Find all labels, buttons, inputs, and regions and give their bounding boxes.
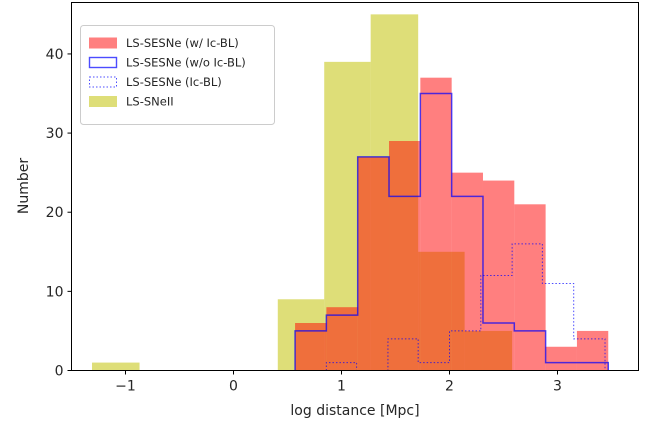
- legend-swatch: [89, 96, 117, 107]
- bar-ls-sesne-w-ic-bl-1: [326, 307, 358, 371]
- bar-ls-sesne-w-ic-bl-5: [451, 172, 483, 371]
- bar-ls-sesne-w-ic-bl-3: [389, 140, 421, 371]
- step-line-ls-sesne-w-o-ic-bl: [294, 92, 610, 371]
- legend-label: LS-SESNe (w/o Ic-BL): [126, 56, 246, 70]
- bar-ls-sesne-w-ic-bl-8: [545, 346, 577, 371]
- x-axis-label: log distance [Mpc]: [290, 403, 419, 419]
- bar-ls-sesne-w-ic-bl-7: [514, 204, 546, 371]
- plot-frame: [71, 2, 639, 371]
- legend-swatch: [89, 76, 117, 88]
- bar-ls-sesne-w-ic-bl-4: [420, 77, 452, 371]
- x-tick-label: 1: [337, 379, 346, 395]
- legend-label: LS-SESNe (Ic-BL): [126, 75, 222, 89]
- x-tick-label: −1: [115, 379, 136, 395]
- x-tick-label: 0: [229, 379, 238, 395]
- legend-entry: LS-SNeII: [89, 95, 174, 109]
- y-axis-label: Number: [16, 158, 32, 214]
- legend-swatch: [88, 56, 118, 69]
- step-line-ls-sesne-ic-bl: [325, 243, 606, 371]
- legend-entry: LS-SESNe (Ic-BL): [89, 75, 222, 89]
- legend: LS-SESNe (w/ Ic-BL) LS-SESNe (w/o Ic-BL) L…: [80, 25, 275, 125]
- legend-label: LS-SNeII: [126, 95, 174, 109]
- bars-layer: [92, 14, 609, 371]
- bar-ls-sesne-w-ic-bl-2: [357, 156, 390, 371]
- x-tick-label: 3: [553, 379, 562, 395]
- bar-ls-sneii-0: [92, 362, 140, 371]
- y-tick-label: 10: [46, 284, 64, 300]
- y-tick-label: 30: [46, 126, 64, 142]
- legend-entry: LS-SESNe (w/o Ic-BL): [88, 56, 246, 70]
- bar-ls-sesne-w-ic-bl-0: [295, 323, 327, 371]
- y-axis: 0 10 20 30 40: [46, 47, 72, 380]
- legend-box: [80, 25, 275, 125]
- legend-entry: LS-SESNe (w/ Ic-BL): [89, 36, 239, 50]
- steps-layer: [294, 92, 610, 371]
- y-tick-label: 20: [46, 205, 64, 221]
- legend-label: LS-SESNe (w/ Ic-BL): [126, 36, 239, 50]
- legend-swatch: [89, 37, 117, 49]
- x-tick-label: 2: [445, 379, 454, 395]
- bar-ls-sesne-w-ic-bl-9: [576, 330, 609, 371]
- x-axis: −1 0 1 2 3: [115, 370, 562, 395]
- y-tick-label: 40: [46, 47, 64, 63]
- y-tick-label: 0: [55, 364, 64, 380]
